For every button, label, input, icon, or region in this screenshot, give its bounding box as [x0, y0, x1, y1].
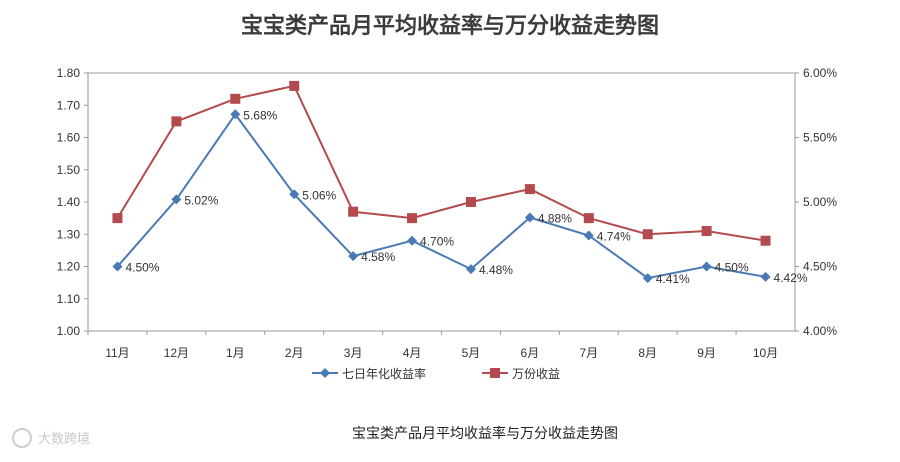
data-label: 4.48%: [479, 263, 513, 277]
series-1-point: [171, 116, 182, 127]
series-1-point: [701, 226, 712, 237]
series-0-point: [112, 261, 123, 272]
series-0-point: [289, 189, 300, 200]
data-label: 5.06%: [302, 188, 336, 202]
y-left-tick-label: 1.60: [57, 131, 81, 145]
series-0-point: [524, 212, 535, 223]
x-tick-label: 8月: [638, 346, 657, 360]
watermark-logo-icon: [12, 428, 32, 448]
data-label: 4.74%: [597, 230, 631, 244]
watermark: 大数跨境: [12, 428, 90, 448]
data-label: 5.68%: [243, 108, 277, 122]
y-left-tick-label: 1.00: [57, 324, 81, 338]
data-label: 4.50%: [125, 261, 159, 275]
legend-label-income: 万份收益: [512, 367, 560, 381]
plot-area: 1.00 1.10 1.20 1.30 1.40 1.50 1.60 1.70 1.80 4.00…: [57, 66, 838, 360]
y-left-tick-label: 1.50: [57, 163, 81, 177]
series-1-point: [465, 197, 476, 207]
x-tick-label: 4月: [403, 346, 422, 360]
series-0-point: [642, 273, 653, 284]
series-1-point: [407, 213, 418, 224]
series-1-point: [583, 213, 594, 224]
x-tick-label: 9月: [697, 346, 716, 360]
y-right-tick-label: 4.50%: [803, 260, 837, 274]
chart-caption: 宝宝类产品月平均收益率与万分收益走势图: [352, 425, 618, 442]
data-label: 4.58%: [361, 250, 395, 264]
series-1-point: [112, 213, 123, 224]
y-left-tick-label: 1.70: [57, 98, 81, 112]
series-0-point: [701, 261, 712, 272]
series-1-point: [230, 93, 241, 104]
y-left-tick-label: 1.40: [57, 195, 81, 209]
data-label: 4.41%: [656, 272, 690, 286]
legend: 七日年化收益率 万份收益: [312, 366, 560, 381]
data-label: 4.50%: [715, 261, 749, 275]
x-tick-label: 1月: [226, 346, 245, 360]
x-tick-label: 3月: [344, 346, 363, 360]
watermark-text: 大数跨境: [38, 432, 90, 447]
y-left-tick-label: 1.80: [57, 66, 81, 80]
series-0-point: [230, 109, 241, 120]
legend-label-yield: 七日年化收益率: [342, 366, 426, 381]
x-tick-label: 10月: [753, 346, 778, 360]
legend-swatch-yield-marker: [320, 368, 330, 378]
series-1-point: [760, 235, 771, 246]
y-right-tick-label: 5.50%: [803, 131, 837, 145]
data-label: 5.02%: [184, 193, 218, 207]
x-tick-label: 6月: [521, 346, 540, 360]
series-1-point: [524, 184, 535, 195]
y-left-tick-label: 1.10: [57, 292, 81, 306]
x-tick-label: 11月: [105, 346, 129, 360]
data-label: 4.70%: [420, 235, 454, 249]
data-label: 4.88%: [538, 211, 572, 225]
series-line-0: [116, 112, 766, 280]
series-1-point: [642, 229, 653, 240]
series-0-point: [407, 235, 418, 246]
chart-title: 宝宝类产品月平均收益率与万分收益走势图: [241, 13, 659, 39]
y-right-tick-label: 5.00%: [803, 195, 837, 209]
data-label: 4.42%: [774, 271, 808, 285]
series-0-point: [760, 271, 771, 282]
y-right-tick-label: 6.00%: [803, 66, 837, 80]
y-left-tick-label: 1.20: [57, 260, 81, 274]
series-0-point: [171, 194, 182, 205]
series-0-point: [583, 230, 594, 241]
series-line-1: [116, 84, 766, 242]
x-tick-label: 2月: [285, 346, 304, 360]
legend-swatch-income-marker: [490, 368, 500, 378]
series-1-point: [348, 206, 359, 217]
series-0-point: [348, 251, 359, 262]
x-tick-label: 5月: [462, 346, 481, 360]
y-left-tick-label: 1.30: [57, 227, 81, 241]
series-0-point: [465, 264, 476, 275]
x-tick-label: 7月: [579, 346, 598, 360]
x-tick-label: 12月: [164, 346, 189, 360]
series-1-point: [289, 80, 300, 91]
y-right-tick-label: 4.00%: [803, 324, 837, 338]
